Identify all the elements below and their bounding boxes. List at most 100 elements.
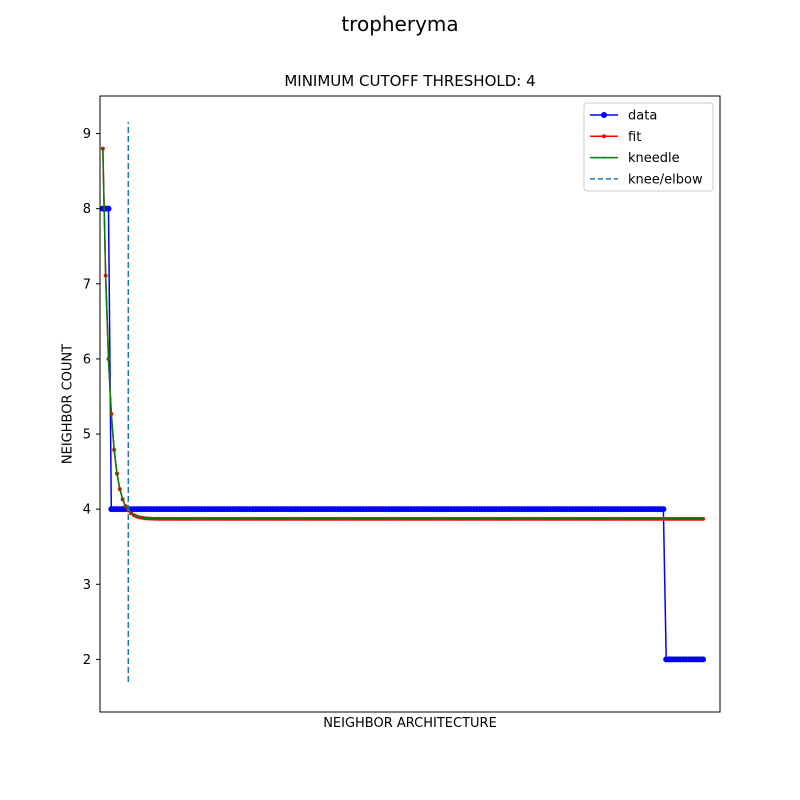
kneedle-point (141, 516, 144, 519)
kneedle-point (373, 517, 376, 520)
kneedle-point (396, 517, 399, 520)
kneedle-point (625, 517, 628, 520)
kneedle-point (458, 517, 461, 520)
kneedle-point (229, 517, 232, 520)
kneedle-point (492, 517, 495, 520)
kneedle-point (461, 517, 464, 520)
kneedle-point (297, 517, 300, 520)
y-tick-label: 9 (83, 127, 91, 142)
kneedle-point (353, 517, 356, 520)
kneedle-point (517, 517, 520, 520)
kneedle-point (648, 517, 651, 520)
kneedle-point (274, 517, 277, 520)
kneedle-point (288, 517, 291, 520)
kneedle-point (243, 517, 246, 520)
kneedle-point (183, 517, 186, 520)
kneedle-point (399, 517, 402, 520)
kneedle-point (147, 517, 150, 520)
kneedle-point (469, 517, 472, 520)
kneedle-point (532, 517, 535, 520)
kneedle-point (305, 517, 308, 520)
legend-label: kneedle (628, 151, 680, 166)
kneedle-point (291, 517, 294, 520)
kneedle-point (325, 517, 328, 520)
kneedle-point (365, 517, 368, 520)
kneedle-point (452, 517, 455, 520)
kneedle-point (498, 517, 501, 520)
kneedle-point (690, 517, 693, 520)
kneedle-point (181, 517, 184, 520)
kneedle-point (699, 517, 702, 520)
kneedle-point (670, 517, 673, 520)
legend-marker (601, 112, 607, 118)
kneedle-point (223, 517, 226, 520)
kneedle-point (348, 517, 351, 520)
kneedle-point (495, 517, 498, 520)
legend-marker (603, 156, 605, 159)
y-tick-label: 3 (83, 578, 91, 593)
kneedle-point (534, 517, 537, 520)
kneedle-point (472, 517, 475, 520)
kneedle-point (206, 517, 209, 520)
kneedle-point (549, 517, 552, 520)
kneedle-point (407, 517, 410, 520)
y-axis-ticks: 2 3 4 5 6 7 8 9 (83, 127, 100, 668)
kneedle-point (271, 517, 274, 520)
kneedle-point (212, 517, 215, 520)
kneedle-point (619, 517, 622, 520)
kneedle-point (679, 517, 682, 520)
kneedle-point (101, 147, 104, 150)
data-point (660, 506, 667, 513)
kneedle-point (447, 517, 450, 520)
kneedle-point (588, 517, 591, 520)
figure-suptitle: tropheryma (341, 12, 459, 36)
kneedle-point (237, 517, 240, 520)
kneedle-point (685, 517, 688, 520)
y-tick-label: 2 (83, 653, 91, 668)
kneedle-point (435, 517, 438, 520)
chart-title: MINIMUM CUTOFF THRESHOLD: 4 (284, 72, 536, 90)
kneedle-point (362, 517, 365, 520)
kneedle-point (566, 517, 569, 520)
kneedle-point (149, 517, 152, 520)
kneedle-point (401, 517, 404, 520)
kneedle-point (594, 517, 597, 520)
kneedle-point (158, 517, 161, 520)
kneedle-point (523, 517, 526, 520)
series-fit-line (102, 148, 704, 520)
kneedle-point (693, 517, 696, 520)
kneedle-point (132, 514, 135, 517)
legend-label: knee/elbow (628, 172, 703, 187)
kneedle-point (506, 517, 509, 520)
x-axis-label: NEIGHBOR ARCHITECTURE (323, 716, 497, 731)
legend-label: data (628, 109, 657, 124)
kneedle-point (144, 517, 147, 520)
kneedle-point (583, 517, 586, 520)
kneedle-point (198, 517, 201, 520)
y-tick-label: 8 (83, 202, 91, 217)
kneedle-point (450, 517, 453, 520)
kneedle-point (687, 517, 690, 520)
kneedle-point (169, 517, 172, 520)
kneedle-point (316, 517, 319, 520)
kneedle-point (376, 517, 379, 520)
kneedle-point (605, 517, 608, 520)
kneedle-point (135, 515, 138, 518)
kneedle-point (659, 517, 662, 520)
kneedle-point (121, 498, 124, 501)
kneedle-point (379, 517, 382, 520)
series-data-line (102, 207, 704, 661)
kneedle-point (676, 517, 679, 520)
kneedle-point (370, 517, 373, 520)
kneedle-point (166, 517, 169, 520)
kneedle-point (602, 517, 605, 520)
y-tick-label: 5 (83, 428, 91, 443)
kneedle-point (464, 517, 467, 520)
kneedle-point (631, 517, 634, 520)
kneedle-point (189, 517, 192, 520)
kneedle-point (611, 517, 614, 520)
kneedle-point (651, 517, 654, 520)
kneedle-point (331, 517, 334, 520)
kneedle-point (673, 517, 676, 520)
